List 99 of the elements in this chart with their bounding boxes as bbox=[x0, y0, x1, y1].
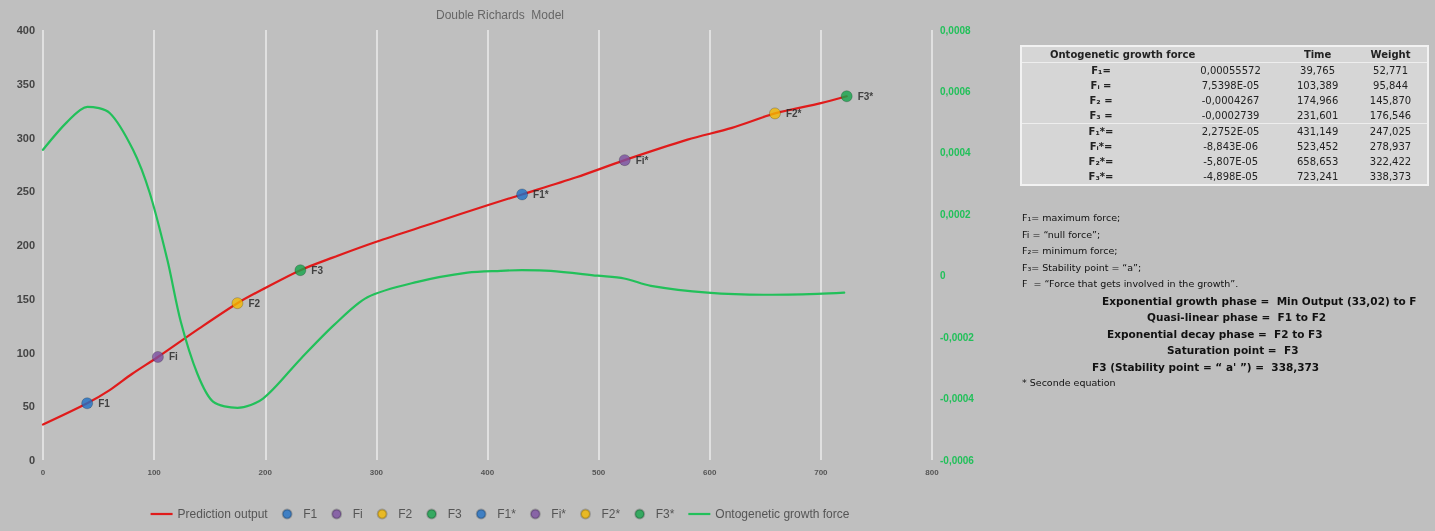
text: 2,2752E-05 bbox=[1180, 123, 1282, 139]
chart-title: Double Richards Model bbox=[435, 8, 565, 22]
y2-tick-label: 0,0002 bbox=[940, 208, 972, 220]
text: 174,966 bbox=[1295, 94, 1340, 108]
text: F₁*= bbox=[1022, 123, 1180, 139]
point bbox=[151, 350, 164, 363]
text: 278,937 bbox=[1368, 140, 1413, 154]
text: Exponential growth phase = Min Output (33,02) to F bbox=[1101, 293, 1418, 309]
point bbox=[840, 90, 853, 103]
y2-tick-label: 0 bbox=[940, 270, 946, 282]
x-tick-label: 300 bbox=[369, 467, 384, 477]
point bbox=[768, 107, 781, 120]
text: 7,5398E-05 bbox=[1200, 79, 1261, 93]
y-tick-label: 400 bbox=[16, 24, 35, 36]
text: F3 bbox=[311, 264, 324, 276]
text: 322,422 bbox=[1368, 155, 1413, 169]
text: F2 bbox=[248, 297, 261, 309]
legend-label: F2* bbox=[601, 507, 621, 521]
text: 39,765 bbox=[1299, 64, 1337, 78]
text: Saturation point = F3 bbox=[1166, 343, 1300, 358]
text: 658,653 bbox=[1295, 155, 1340, 169]
text: F1 bbox=[98, 397, 110, 409]
legend-label: Fi* bbox=[551, 507, 567, 521]
legend-label: F1 bbox=[303, 507, 318, 521]
x-tick-label: 600 bbox=[703, 467, 717, 477]
x-tick-label: 500 bbox=[591, 467, 606, 477]
text: 95,844 bbox=[1372, 79, 1410, 93]
text: F₁= maximum force; bbox=[1022, 211, 1122, 225]
text: 431,149 bbox=[1281, 123, 1355, 139]
y2-tick-label: -0,0006 bbox=[940, 454, 975, 466]
text: Weight bbox=[1354, 47, 1427, 63]
text: F₂*= bbox=[1087, 155, 1115, 169]
x-tick-label: 800 bbox=[925, 467, 940, 477]
text: -8,843E-06 bbox=[1202, 140, 1259, 154]
text: * Seconde equation bbox=[1022, 376, 1117, 390]
y2-tick-label: 0,0006 bbox=[940, 85, 972, 97]
text: Fᵢ = bbox=[1089, 79, 1113, 93]
y2-tick-label: -0,0004 bbox=[940, 393, 975, 405]
x-tick-label: 100 bbox=[147, 467, 162, 477]
text: 52,771 bbox=[1372, 64, 1410, 78]
text: Fi bbox=[168, 351, 178, 363]
legend-label: F3* bbox=[655, 507, 675, 521]
text: -0,0004267 bbox=[1200, 94, 1261, 108]
y2-tick-label: -0,0002 bbox=[940, 331, 975, 343]
text: F₂= minimum force; bbox=[1022, 244, 1119, 258]
text: Quasi-linear phase = F1 to F2 bbox=[1146, 310, 1328, 325]
point bbox=[516, 188, 529, 201]
legend-label: Ontogenetic growth force bbox=[715, 507, 850, 521]
x-tick-label: 0 bbox=[40, 467, 46, 477]
text: 103,389 bbox=[1295, 79, 1340, 93]
text: 176,546 bbox=[1368, 109, 1413, 123]
text: F3* bbox=[857, 90, 874, 102]
y-tick-label: 0 bbox=[28, 454, 35, 466]
text: 0,00055572 bbox=[1199, 64, 1262, 78]
text: Fi = “null force”; bbox=[1022, 227, 1102, 242]
point bbox=[231, 297, 244, 310]
text: -4,898E-05 bbox=[1202, 170, 1259, 184]
x-tick-label: 700 bbox=[814, 467, 829, 477]
y-tick-label: 250 bbox=[16, 185, 35, 198]
text: Fi* bbox=[635, 154, 649, 166]
y-tick-label: 50 bbox=[22, 400, 35, 413]
text: -0,0002739 bbox=[1200, 109, 1261, 123]
text: 231,601 bbox=[1295, 109, 1340, 123]
legend-label: F1* bbox=[497, 507, 517, 521]
point bbox=[294, 264, 307, 277]
text: F = “Force that gets involved in the growth”. bbox=[1022, 277, 1240, 291]
text: F₁= bbox=[1090, 64, 1112, 78]
y2-tick-label: 0,0004 bbox=[940, 147, 972, 159]
y-tick-label: 100 bbox=[16, 346, 35, 359]
text: F3 (Stability point = “ a' ”) = 338,373 bbox=[1091, 359, 1321, 375]
point bbox=[618, 154, 631, 167]
text: 338,373 bbox=[1368, 170, 1413, 184]
y-tick-label: 300 bbox=[16, 131, 35, 144]
legend-label: F3 bbox=[447, 507, 462, 521]
point bbox=[81, 397, 94, 410]
text: F1* bbox=[533, 188, 549, 200]
x-tick-label: 200 bbox=[258, 467, 273, 477]
legend-label: Prediction output bbox=[177, 507, 269, 521]
text: Exponential decay phase = F2 to F3 bbox=[1106, 326, 1324, 342]
text: -5,807E-05 bbox=[1202, 155, 1259, 169]
y-tick-label: 350 bbox=[16, 77, 35, 90]
text: F₃= Stability point = “a”; bbox=[1022, 260, 1143, 275]
text: F₃*= bbox=[1087, 170, 1115, 184]
text: Fᵢ*= bbox=[1088, 140, 1114, 154]
y-tick-label: 150 bbox=[16, 292, 35, 305]
legend-label: F2 bbox=[398, 507, 413, 521]
text: 247,025 bbox=[1354, 123, 1427, 139]
legend-label: Fi bbox=[352, 507, 363, 521]
x-tick-label: 400 bbox=[480, 467, 495, 477]
text: 145,870 bbox=[1368, 94, 1413, 108]
text: 723,241 bbox=[1295, 170, 1340, 184]
y-tick-label: 200 bbox=[16, 239, 35, 251]
text: F₂ = bbox=[1088, 94, 1114, 108]
text: Ontogenetic growth force bbox=[1022, 47, 1282, 63]
text: Time bbox=[1281, 47, 1355, 63]
text: F₃ = bbox=[1088, 109, 1114, 123]
text: 523,452 bbox=[1295, 140, 1340, 154]
y2-tick-label: 0,0008 bbox=[940, 24, 972, 36]
text: F2* bbox=[785, 107, 802, 119]
